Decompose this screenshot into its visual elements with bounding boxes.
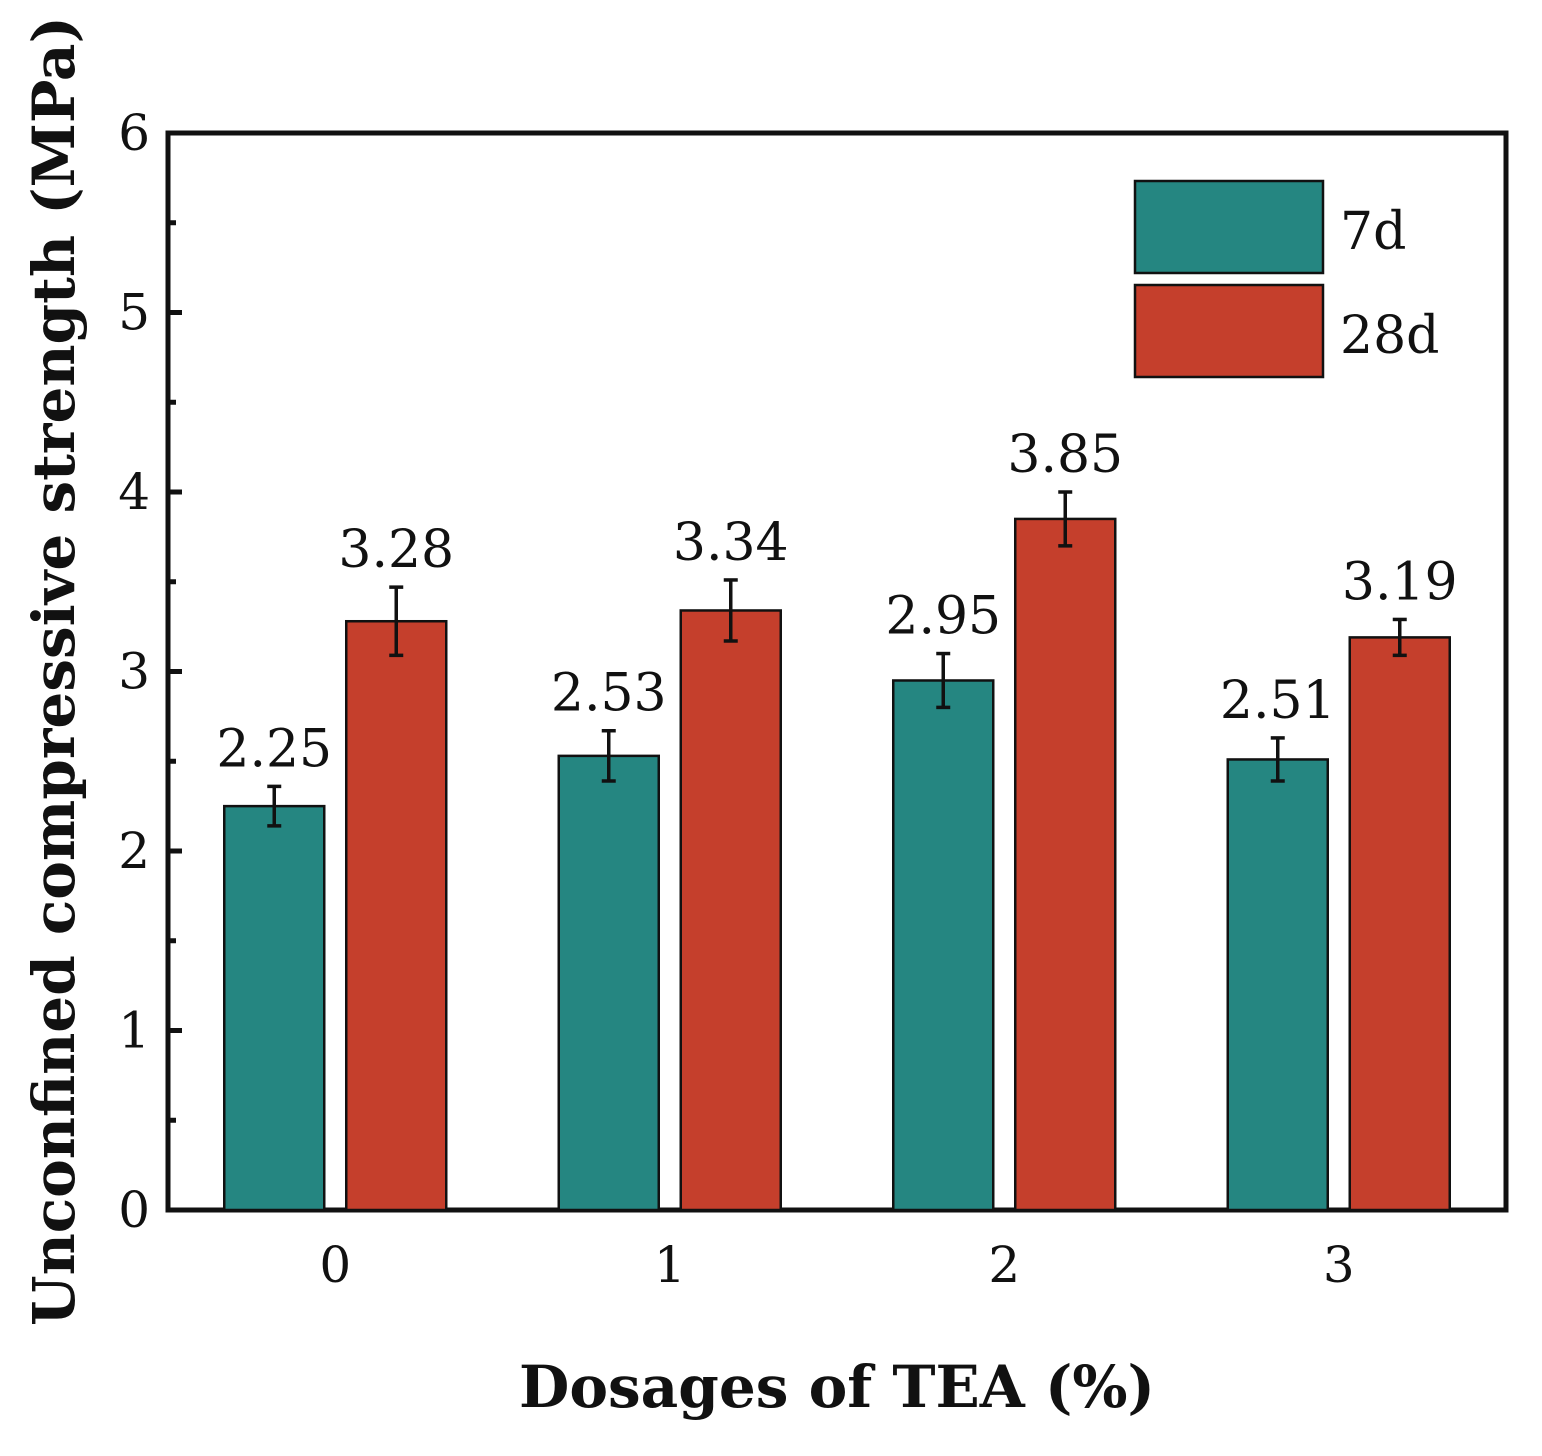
y-tick-label: 3 (118, 643, 150, 701)
legend-label: 7d (1340, 202, 1406, 262)
bar-7d (557, 754, 660, 1212)
data-label: 2.53 (551, 664, 667, 724)
x-tick-label: 2 (988, 1236, 1020, 1294)
bar-28d (1348, 636, 1451, 1212)
y-axis-title: Unconfined compressive strength (MPa) (20, 16, 88, 1326)
x-tick-label: 1 (654, 1236, 686, 1294)
legend: 7d 28d (1133, 179, 1439, 379)
legend-label: 28d (1340, 306, 1439, 366)
y-axis-ticks: 0 1 2 3 4 5 6 (118, 104, 182, 1239)
data-label: 2.51 (1220, 671, 1336, 731)
x-tick-label: 3 (1323, 1236, 1355, 1294)
data-label: 3.34 (673, 513, 789, 573)
legend-swatch-28d (1133, 283, 1325, 379)
bar-series-group: 2.25 3.28 2.53 3.34 2.95 3.85 2.513.19 (216, 425, 1458, 1212)
data-label: 3.28 (338, 520, 454, 580)
y-tick-label: 0 (118, 1181, 150, 1239)
bar-7d (223, 804, 326, 1212)
x-axis-ticks: 0 1 2 3 (319, 1236, 1354, 1294)
x-tick-label: 0 (319, 1236, 351, 1294)
legend-swatch-7d (1133, 179, 1325, 275)
y-tick-label: 6 (118, 104, 150, 162)
y-tick-label: 5 (118, 284, 150, 342)
y-tick-label: 4 (118, 463, 150, 521)
bar-28d (679, 609, 782, 1212)
y-tick-label: 1 (118, 1002, 150, 1060)
data-label: 2.95 (885, 587, 1001, 647)
bar-28d (345, 619, 448, 1212)
data-label: 3.19 (1342, 552, 1458, 612)
bar-28d (1014, 517, 1117, 1212)
data-label: 2.25 (216, 719, 332, 779)
y-tick-label: 2 (118, 822, 150, 880)
bar-7d (1226, 758, 1329, 1212)
x-axis-title: Dosages of TEA (%) (519, 1353, 1155, 1421)
data-label: 3.85 (1007, 425, 1123, 485)
bar-7d (892, 679, 995, 1212)
